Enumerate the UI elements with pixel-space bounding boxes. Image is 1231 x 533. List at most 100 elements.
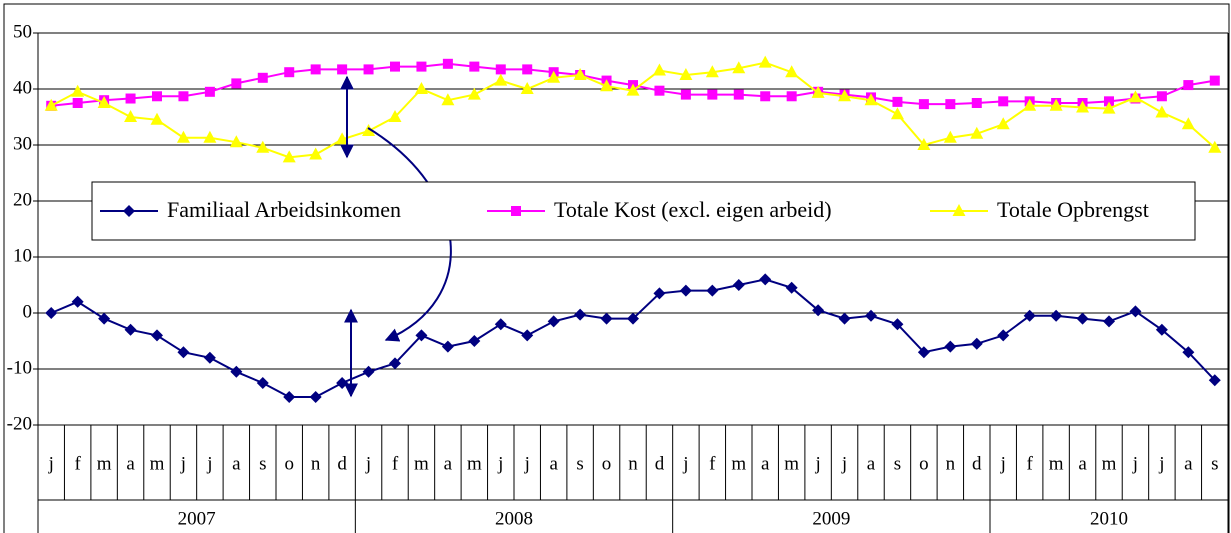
x-tick-label: a — [126, 453, 135, 474]
point — [1183, 80, 1194, 91]
x-tick-label: m — [1102, 453, 1117, 474]
point — [732, 61, 746, 74]
point — [547, 70, 561, 83]
legend-marker — [511, 206, 521, 216]
point — [125, 93, 136, 104]
x-tick-label: m — [1049, 453, 1064, 474]
point — [918, 99, 929, 110]
point — [495, 64, 506, 75]
point — [627, 312, 639, 325]
point — [600, 312, 613, 325]
x-tick-label: j — [180, 453, 186, 474]
series-line — [50, 61, 1216, 159]
x-tick-label: m — [97, 453, 112, 474]
point — [230, 365, 243, 378]
point — [203, 351, 216, 364]
point — [733, 89, 744, 100]
x-tick-label: m — [150, 453, 165, 474]
x-tick-label: n — [311, 453, 321, 474]
point — [283, 391, 296, 403]
point — [1208, 374, 1221, 387]
point — [442, 58, 453, 69]
point — [547, 315, 560, 328]
point — [71, 84, 85, 97]
point — [679, 284, 692, 297]
point — [337, 64, 348, 75]
x-tick-label: m — [731, 453, 746, 474]
point — [971, 98, 982, 108]
point — [124, 110, 138, 122]
y-tick-label: -10 — [7, 357, 32, 378]
x-tick-label: o — [919, 453, 929, 474]
point — [97, 96, 111, 108]
point — [1181, 117, 1195, 130]
point — [336, 377, 349, 389]
x-tick-label: a — [867, 453, 876, 474]
point — [1156, 91, 1167, 102]
point — [1076, 312, 1089, 325]
point — [309, 391, 322, 403]
legend-marker — [123, 205, 135, 217]
point — [707, 89, 718, 100]
x-tick-label: a — [444, 453, 453, 474]
legend: Familiaal Arbeidsinkomen Totale Kost (exc… — [91, 181, 1196, 241]
point — [812, 304, 825, 317]
point — [310, 64, 321, 75]
point — [996, 117, 1010, 130]
x-tick-label: j — [814, 453, 820, 474]
point — [705, 65, 719, 78]
point — [1104, 96, 1114, 107]
x-tick-label: s — [894, 453, 901, 474]
x-tick-label: a — [1078, 453, 1087, 474]
point — [176, 130, 190, 143]
legend-label: Familiaal Arbeidsinkomen — [167, 197, 401, 222]
x-tick-label: m — [467, 453, 482, 474]
x-tick-label: j — [1158, 453, 1164, 474]
point — [362, 124, 376, 136]
point — [1208, 140, 1222, 153]
point — [388, 110, 402, 122]
x-tick-label: j — [682, 453, 688, 474]
point — [521, 329, 534, 342]
point — [229, 135, 243, 148]
point — [680, 89, 691, 100]
y-tick-label: -20 — [7, 413, 32, 434]
point — [494, 318, 507, 331]
point — [759, 273, 772, 286]
point — [1128, 90, 1142, 103]
year-label: 2008 — [495, 508, 533, 529]
point — [654, 85, 665, 96]
point — [467, 87, 481, 100]
point — [943, 130, 957, 143]
point — [600, 79, 614, 92]
x-tick-label: f — [709, 453, 716, 474]
point — [282, 150, 296, 163]
point — [152, 91, 162, 102]
legend-label: Totale Opbrengst — [997, 197, 1149, 222]
x-tick-label: n — [946, 453, 956, 474]
point — [573, 68, 587, 80]
point — [997, 329, 1010, 342]
series-line — [50, 278, 1216, 398]
point — [760, 91, 771, 102]
x-tick-label: a — [232, 453, 241, 474]
y-tick-label: 30 — [13, 133, 32, 154]
point — [917, 346, 930, 359]
x-tick-label: o — [284, 453, 294, 474]
point — [414, 82, 428, 94]
point — [309, 147, 323, 160]
point — [231, 78, 242, 89]
point — [786, 91, 797, 102]
point — [177, 346, 190, 359]
point — [71, 295, 84, 308]
point — [1155, 105, 1169, 118]
point — [1182, 346, 1195, 359]
point — [441, 340, 454, 353]
x-tick-label: j — [841, 453, 847, 474]
x-tick-label: d — [972, 453, 982, 474]
point — [998, 96, 1009, 107]
point — [256, 140, 270, 153]
x-tick-label: j — [48, 453, 54, 474]
